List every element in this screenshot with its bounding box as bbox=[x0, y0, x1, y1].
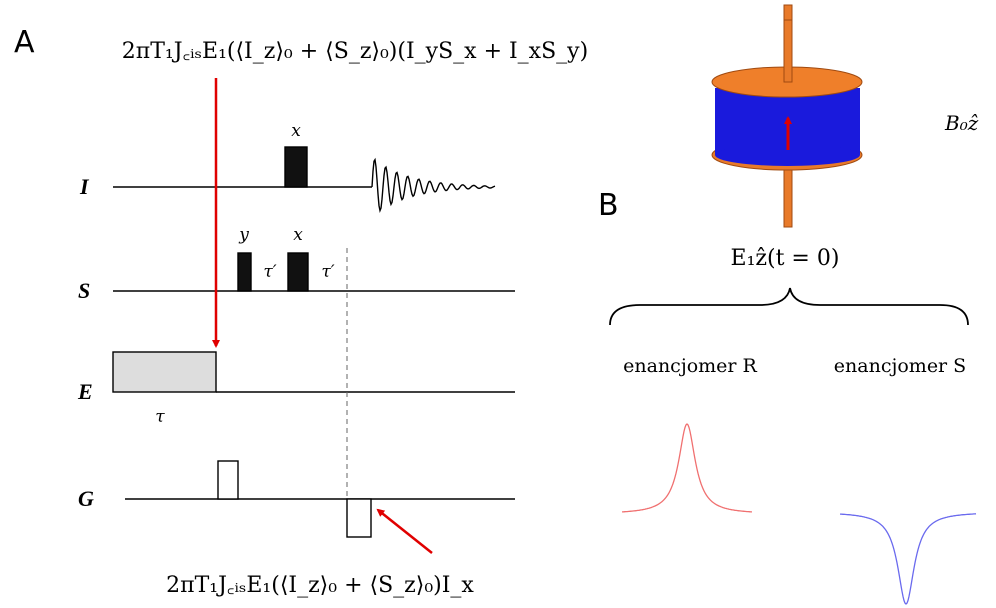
sample-illustration bbox=[711, 4, 863, 228]
field-term: E₁ẑ(t = 0) bbox=[731, 246, 840, 271]
channel-label: G bbox=[78, 486, 94, 511]
enantiomer-label: enancjomer R bbox=[623, 355, 757, 377]
formula: 2πT₁J꜀ᵢₛE₁(⟨I_z⟩₀ + ⟨S_z⟩₀)I_x bbox=[166, 573, 474, 598]
delay-label: τ bbox=[155, 407, 165, 427]
panel-label: B bbox=[598, 188, 619, 223]
pulse-label: x bbox=[291, 121, 301, 141]
enantiomer-label: enancjomer S bbox=[834, 355, 966, 377]
pulse-sequence bbox=[112, 146, 515, 538]
panel-label: A bbox=[14, 25, 35, 60]
arrow bbox=[376, 508, 433, 554]
delay-label: τ′ bbox=[321, 262, 334, 282]
channel-label: E bbox=[77, 379, 93, 404]
field-label: B₀ẑ bbox=[944, 111, 979, 135]
channel-label: I bbox=[79, 174, 90, 199]
brace bbox=[609, 287, 969, 326]
formula: 2πT₁J꜀ᵢₛE₁(⟨I_z⟩₀ + ⟨S_z⟩₀)(I_yS_x + I_x… bbox=[122, 39, 588, 64]
channel-label: S bbox=[78, 278, 90, 303]
spectrum bbox=[840, 513, 977, 605]
pulse-label: y bbox=[238, 225, 249, 245]
pulse-label: x bbox=[293, 225, 303, 245]
spectrum bbox=[622, 423, 752, 513]
delay-label: τ′ bbox=[263, 262, 276, 282]
